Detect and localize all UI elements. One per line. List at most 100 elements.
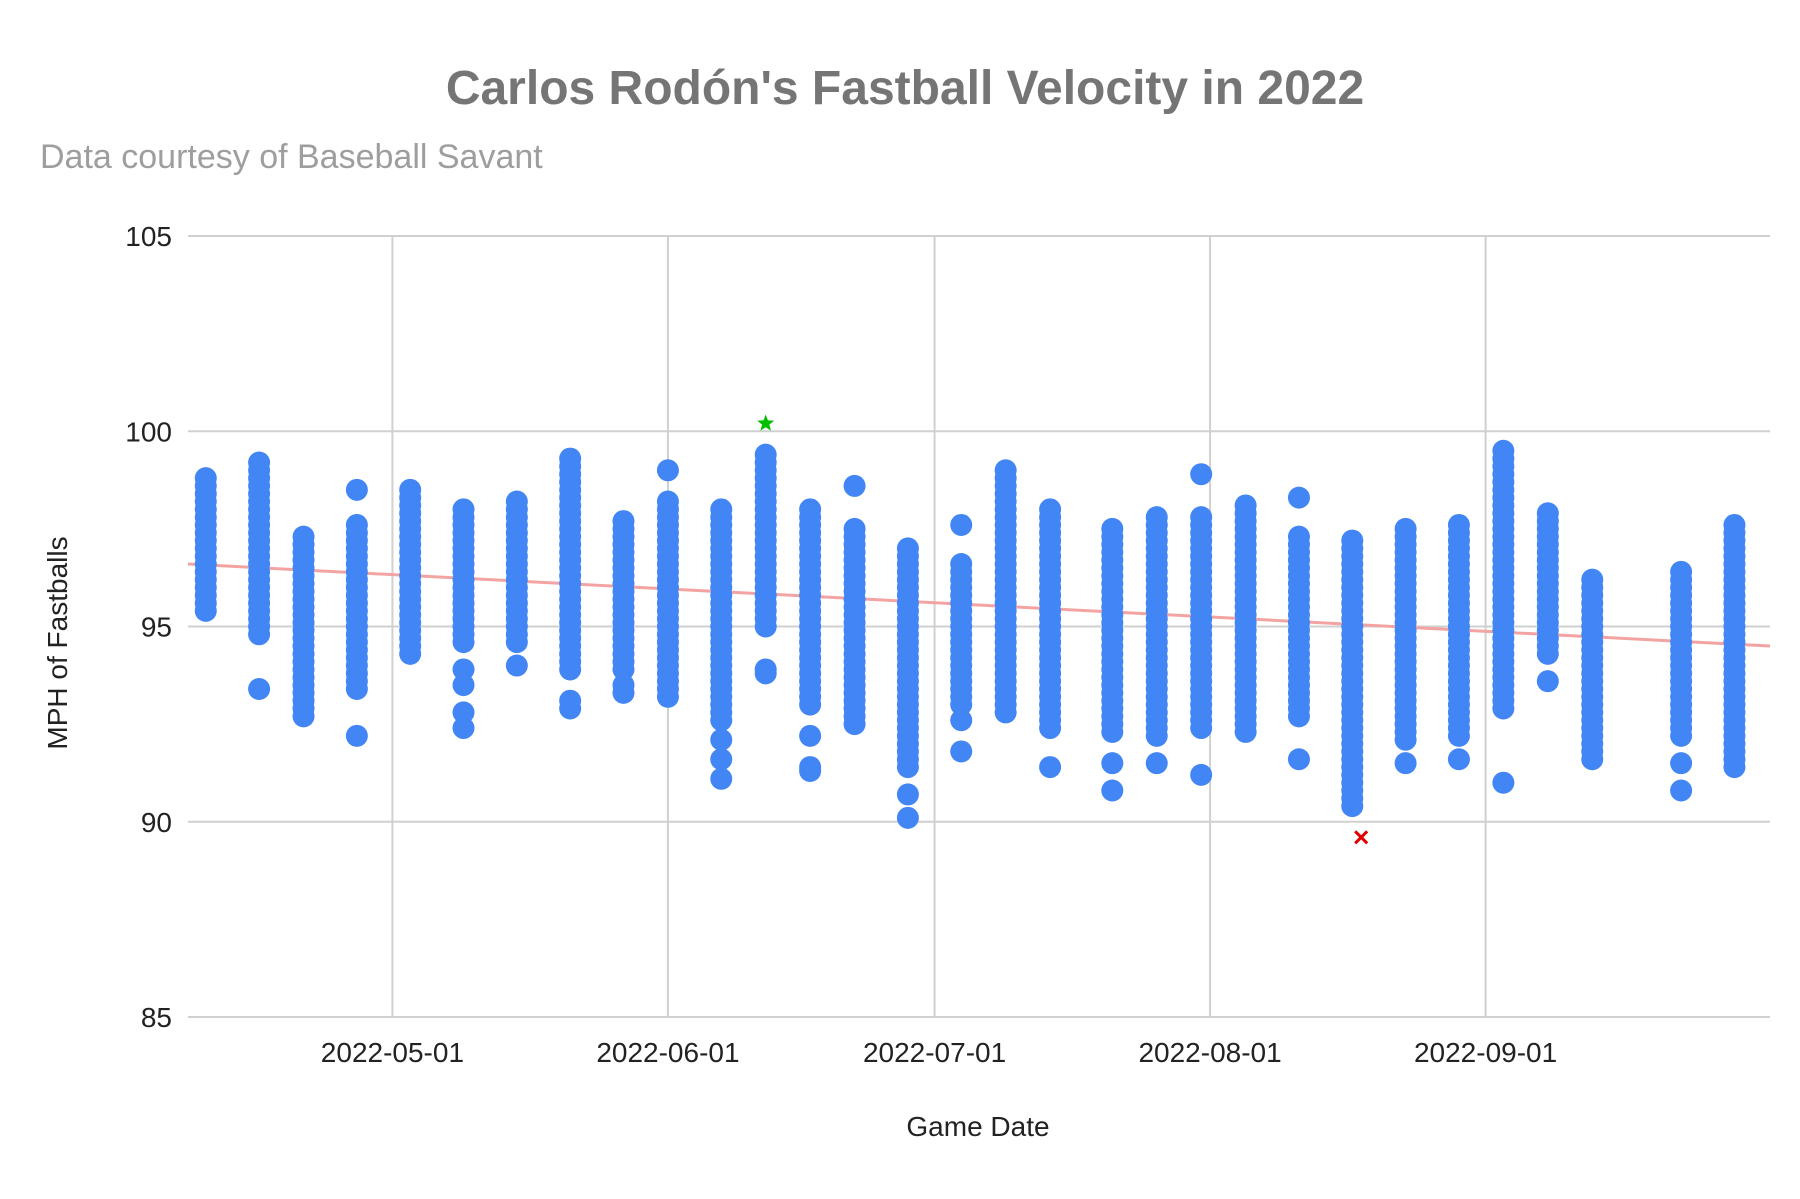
game-2022-07-31	[1190, 463, 1213, 786]
pitch-point-19-28	[1145, 506, 1168, 529]
game-2022-06-07	[710, 498, 733, 790]
pitch-point-29-23	[1670, 779, 1693, 802]
pitch-point-3-22	[345, 724, 368, 747]
game-2022-05-27	[612, 510, 635, 704]
pitch-point-12-28	[799, 759, 822, 782]
pitch-point-20-29	[1190, 463, 1213, 486]
pitch-point-7-29	[559, 697, 582, 720]
pitch-point-22-25	[1287, 486, 1310, 509]
pitch-point-6-19	[505, 654, 528, 677]
game-2022-06-17	[799, 498, 822, 782]
pitch-point-15-21	[950, 513, 973, 536]
pitch-point-21-29	[1234, 494, 1257, 517]
game-2022-08-11	[1287, 486, 1310, 771]
pitch-point-13-26	[843, 474, 866, 497]
pitch-point-17-29	[1039, 756, 1062, 779]
game-2022-06-28	[896, 537, 919, 829]
game-2022-09-23	[1670, 560, 1693, 802]
pitch-point-12-25	[799, 498, 822, 521]
game-2022-07-14	[1039, 498, 1062, 779]
pitch-point-5-19	[452, 674, 475, 697]
pitch-point-27-19	[1536, 670, 1559, 693]
y-tick-label-1: 90	[141, 807, 172, 838]
x-axis-label: Game Date	[906, 1111, 1049, 1142]
chart-title: Carlos Rodón's Fastball Velocity in 2022	[446, 62, 1364, 115]
pitch-point-1-22	[248, 451, 271, 474]
data-points	[194, 439, 1746, 829]
max-velocity-star-marker	[757, 414, 775, 431]
pitch-point-26-33	[1492, 439, 1515, 462]
x-axis-ticks: 2022-05-01 2022-06-01 2022-07-01 2022-08-01…	[321, 1037, 1557, 1068]
min-velocity-x-marker	[1354, 830, 1369, 845]
pitch-point-9-26	[656, 459, 679, 482]
game-2022-04-27	[345, 478, 368, 747]
game-2022-09-13	[1581, 568, 1604, 771]
pitch-point-27-18	[1536, 502, 1559, 525]
gridlines	[188, 235, 1770, 1018]
pitch-point-12-26	[799, 724, 822, 747]
pitch-point-15-19	[950, 709, 973, 732]
game-2022-08-29	[1447, 513, 1470, 771]
pitch-point-22-23	[1287, 525, 1310, 548]
pitch-point-11-22	[754, 443, 777, 466]
pitch-point-18-26	[1101, 517, 1124, 540]
pitch-point-5-20	[452, 701, 475, 724]
pitch-point-23-34	[1341, 529, 1364, 552]
game-2022-09-29	[1723, 513, 1746, 779]
pitch-point-26-34	[1492, 771, 1515, 794]
game-2022-08-23	[1394, 517, 1417, 775]
pitch-point-30-31	[1723, 513, 1746, 536]
pitch-point-17-28	[1039, 498, 1062, 521]
pitch-point-4-21	[399, 478, 422, 501]
game-2022-04-21	[292, 525, 315, 728]
pitch-point-14-30	[896, 806, 919, 829]
x-tick-label-1: 2022-06-01	[596, 1037, 739, 1068]
pitch-point-14-29	[896, 783, 919, 806]
pitch-point-11-24	[754, 662, 777, 685]
chart-subtitle: Data courtesy of Baseball Savant	[40, 138, 543, 176]
pitch-point-13-25	[843, 517, 866, 540]
game-2022-06-12	[754, 443, 777, 685]
game-2022-06-01	[656, 459, 679, 708]
game-2022-06-22	[843, 474, 866, 736]
trendline	[187, 562, 1771, 648]
game-2022-04-10	[194, 467, 217, 622]
game-2022-08-17	[1341, 529, 1364, 818]
pitch-point-10-27	[710, 498, 733, 521]
y-axis-label: MPH of Fastballs	[42, 536, 73, 749]
pitch-point-2-23	[292, 525, 315, 548]
pitch-point-28-23	[1581, 568, 1604, 591]
pitch-point-15-20	[950, 740, 973, 763]
game-2022-07-26	[1145, 506, 1168, 775]
x-tick-label-4: 2022-09-01	[1414, 1037, 1557, 1068]
game-2022-07-04	[950, 513, 973, 763]
pitch-point-29-22	[1670, 752, 1693, 775]
pitch-point-18-28	[1101, 779, 1124, 802]
pitch-point-25-27	[1447, 513, 1470, 536]
y-tick-label-2: 95	[141, 612, 172, 643]
pitch-point-6-18	[505, 490, 528, 513]
game-2022-04-16	[248, 451, 271, 700]
pitch-point-3-23	[345, 478, 368, 501]
pitch-point-5-18	[452, 658, 475, 681]
pitch-point-29-21	[1670, 560, 1693, 583]
pitch-point-1-23	[248, 677, 271, 700]
trendline-layer	[187, 562, 1771, 648]
pitch-point-10-29	[710, 748, 733, 771]
pitch-point-25-28	[1447, 748, 1470, 771]
pitch-point-0-17	[194, 467, 217, 490]
pitch-point-3-21	[345, 513, 368, 536]
pitch-point-9-25	[656, 490, 679, 513]
pitch-point-14-28	[896, 537, 919, 560]
pitch-point-8-21	[612, 681, 635, 704]
pitch-point-5-17	[452, 498, 475, 521]
x-tick-label-3: 2022-08-01	[1138, 1037, 1281, 1068]
y-tick-label-3: 100	[125, 416, 172, 447]
game-2022-05-15	[505, 490, 528, 677]
game-2022-07-21	[1101, 517, 1124, 802]
game-2022-05-21	[559, 447, 582, 720]
x-tick-label-0: 2022-05-01	[321, 1037, 464, 1068]
pitch-point-24-27	[1394, 517, 1417, 540]
